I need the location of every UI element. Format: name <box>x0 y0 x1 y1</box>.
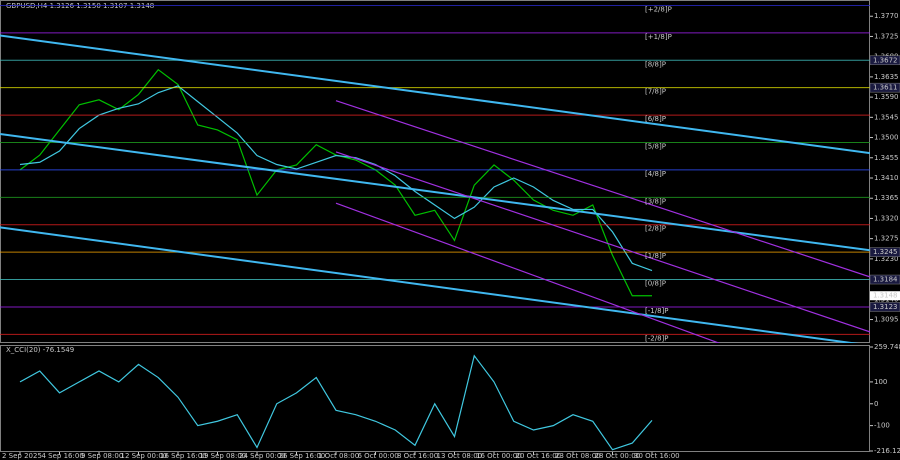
level-label: [7/8]P <box>645 88 666 96</box>
y-tick-label: 1.3320 <box>874 214 899 222</box>
y-tick-label: 1.3635 <box>874 73 899 81</box>
x-tick-label: 19 Sep 08:00 <box>200 452 247 460</box>
level-label: [5/8]P <box>645 142 666 150</box>
y-tick-label: 1.3725 <box>874 32 899 40</box>
y-tick-label: 0 <box>874 400 878 408</box>
x-tick-label: 4 Sep 16:00 <box>42 452 84 460</box>
x-tick-label: 23 Oct 08:00 <box>555 452 601 460</box>
price-label-box <box>869 82 900 93</box>
price-line <box>19 354 653 451</box>
x-tick-label: 13 Oct 08:00 <box>437 452 483 460</box>
trend-line <box>335 151 870 333</box>
x-tick-label: 26 Sep 16:00 <box>279 452 326 460</box>
plot-area <box>19 354 653 451</box>
plot-area <box>0 4 870 343</box>
y-tick-label: 1.3545 <box>874 113 899 121</box>
x-tick-label: 20 Oct 16:00 <box>516 452 562 460</box>
indicator-title: X_CCI(20) -76.1549 <box>6 346 74 354</box>
level-label: [1/8]P <box>645 252 666 260</box>
y-tick-label: 1.3500 <box>874 134 899 142</box>
level-label: [0/8]P <box>645 280 666 288</box>
trend-line <box>335 100 870 278</box>
main-frame <box>0 0 870 343</box>
x-tick-label: 6 Oct 00:00 <box>358 452 399 460</box>
y-tick-label: 1.3590 <box>874 93 899 101</box>
trend-line <box>0 34 870 155</box>
y-tick-label: 100 <box>874 378 887 386</box>
price-label: 1.3611 <box>873 84 898 92</box>
x-tick-label: 24 Sep 00:00 <box>239 452 286 460</box>
price-label: 1.3672 <box>873 56 898 64</box>
y-tick-label: 1.3770 <box>874 12 899 20</box>
price-label-box <box>869 55 900 66</box>
price-label-box <box>869 302 900 312</box>
level-label: [-1/8]P <box>645 307 668 315</box>
y-tick-label: 1.3275 <box>874 235 899 243</box>
indicator-frame <box>0 345 870 452</box>
y-tick-label: 1.3410 <box>874 174 899 182</box>
chart-title: GBPUSD,H4 1.3126 1.3150 1.3107 1.3148 <box>6 2 154 10</box>
trend-line <box>335 202 721 343</box>
x-tick-label: 1 Oct 08:00 <box>318 452 359 460</box>
y-tick-label: 1.3455 <box>874 154 899 162</box>
y-tick-label: 1.3365 <box>874 194 899 202</box>
x-tick-label: 28 Oct 00:00 <box>595 452 641 460</box>
x-tick-label: 9 Sep 08:00 <box>81 452 123 460</box>
y-tick-label: 1.3230 <box>874 255 899 263</box>
level-label: [8/8]P <box>645 60 666 68</box>
x-tick-label: 8 Oct 16:00 <box>397 452 438 460</box>
last-price-label: 1.3148 <box>873 292 898 300</box>
trend-line <box>0 226 859 343</box>
price-line <box>19 85 653 272</box>
x-tick-label: 12 Sep 00:00 <box>121 452 168 460</box>
price-label: 1.3245 <box>873 248 898 256</box>
level-label: [+1/8]P <box>645 33 672 41</box>
level-label: [2/8]P <box>645 225 666 233</box>
y-tick-label: 259.7484 <box>874 343 900 351</box>
price-label-box <box>869 274 900 285</box>
price-label: 1.3123 <box>873 303 898 311</box>
x-tick-label: 2 Sep 2025 <box>2 452 42 460</box>
price-label: 1.3184 <box>873 276 898 284</box>
level-label: [6/8]P <box>645 115 666 123</box>
level-label: [-2/8]P <box>645 334 668 342</box>
x-tick-label: 30 Oct 16:00 <box>634 452 680 460</box>
x-tick-label: 16 Oct 00:00 <box>476 452 522 460</box>
y-tick-label: -100 <box>874 422 890 430</box>
trend-line <box>0 132 870 252</box>
y-tick-label: -216.1239 <box>874 447 900 455</box>
last-price-box <box>870 291 900 301</box>
y-tick-label: 1.3095 <box>874 316 899 324</box>
price-label-box <box>869 247 900 257</box>
level-label: [4/8]P <box>645 170 666 178</box>
level-label: [3/8]P <box>645 197 666 205</box>
level-label: [+2/8]P <box>645 5 672 13</box>
x-tick-label: 16 Sep 16:00 <box>160 452 207 460</box>
